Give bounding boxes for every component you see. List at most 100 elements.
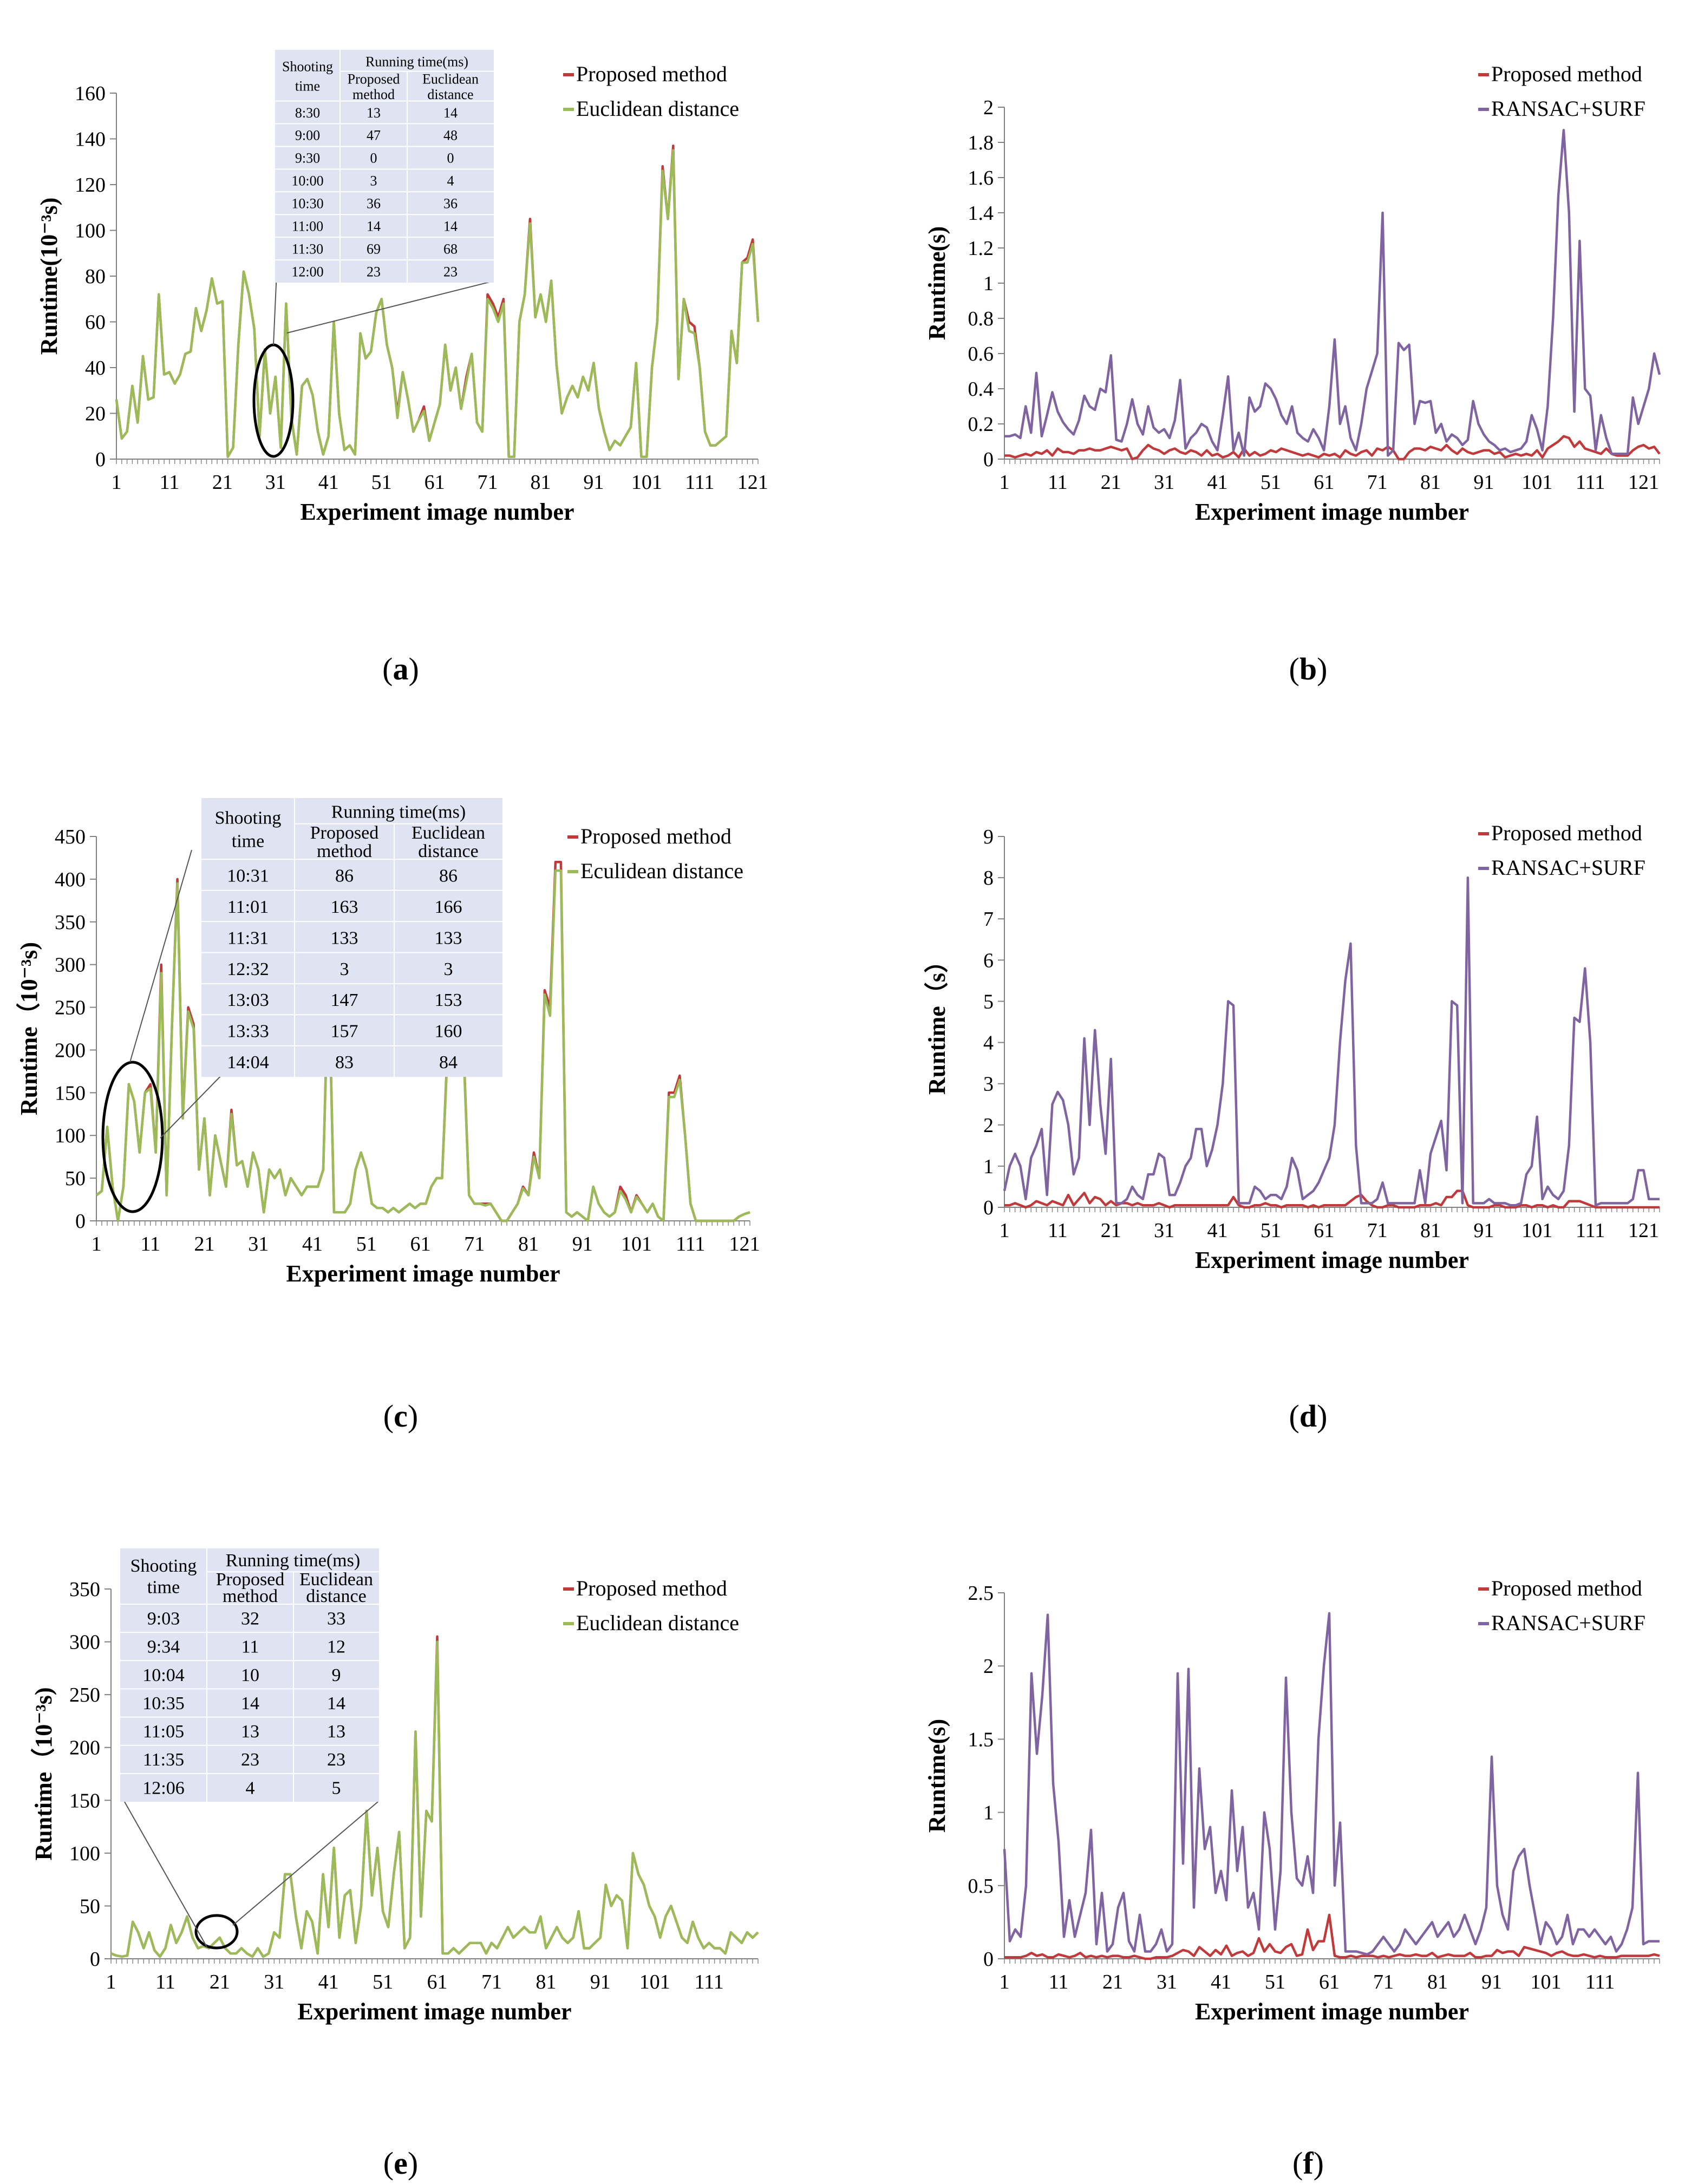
legend-label: Eculidean distance [580,859,743,883]
y-tick-label: 400 [55,868,86,891]
x-tick-label: 21 [1101,471,1121,494]
x-tick-label: 111 [695,1971,724,1993]
table-cell-time: 11:05 [143,1722,184,1742]
legend-label: Proposed method [1491,62,1642,86]
x-tick-label: 61 [1314,1219,1334,1242]
paren-open: ( [382,651,393,686]
table-header-time: time [232,832,264,852]
y-tick-label: 4 [983,1032,994,1055]
x-tick-label: 21 [1102,1971,1123,1993]
x-tick-label: 121 [1628,471,1659,494]
x-tick-label: 51 [1261,1219,1281,1242]
table-cell-proposed: 11 [241,1637,259,1657]
y-tick-label: 80 [85,265,106,288]
table-cell-euclidean: 14 [443,105,458,121]
x-tick-label: 61 [427,1971,448,1993]
table-cell-time: 9:03 [147,1609,180,1629]
table-cell-time: 10:04 [142,1665,184,1685]
table-cell-euclidean: 0 [447,151,454,166]
x-axis-title: Experiment image number [1195,1247,1469,1273]
x-tick-label: 31 [265,471,286,494]
y-tick-label: 0.5 [968,1875,994,1898]
paren-open: ( [1289,1398,1299,1434]
table-cell-proposed: 157 [331,1022,358,1042]
x-tick-label: 61 [1314,471,1334,494]
y-axis-title: Runtime(s) [924,1719,950,1833]
x-tick-label: 111 [1576,471,1605,494]
table-header-euclidean: Euclidean [299,1570,373,1590]
y-tick-label: 3 [983,1073,994,1096]
table-cell-euclidean: 166 [435,897,462,917]
x-tick-label: 1 [106,1971,116,1993]
x-tick-label: 71 [1367,471,1388,494]
table-header-group: Running time(ms) [331,802,466,822]
table-header-method: method [223,1586,278,1606]
legend-label: Proposed method [1491,1576,1642,1600]
y-tick-label: 350 [69,1578,100,1601]
x-tick-label: 71 [464,1233,485,1256]
x-tick-label: 11 [140,1233,160,1256]
table-cell-proposed: 14 [241,1693,259,1714]
y-tick-label: 300 [69,1631,100,1654]
y-tick-label: 20 [85,403,106,426]
paren-close: ) [1317,1398,1327,1434]
paren-close: ) [1314,2146,1324,2181]
panel-label: (a) [382,651,419,686]
table-cell-proposed: 3 [370,173,377,189]
y-tick-label: 140 [75,128,106,151]
x-tick-label: 1 [1000,1219,1010,1242]
x-tick-label: 81 [1420,471,1441,494]
paren-open: ( [383,2146,394,2181]
table-header-method: method [317,841,372,861]
y-tick-label: 100 [75,220,106,243]
series-line-proposed-method [1004,1189,1660,1209]
table-cell-euclidean: 12 [327,1637,345,1657]
callout-line [286,281,492,334]
table-cell-time: 8:30 [295,105,320,121]
x-tick-label: 81 [530,471,551,494]
inset-table: Shooting time Running time(ms) Proposedmeth… [275,50,494,283]
table-cell-euclidean: 4 [447,173,454,189]
table-header-proposed: Proposed [348,71,400,87]
callout-line [129,849,192,1063]
x-tick-label: 1 [92,1233,102,1256]
series-line-proposed-method [1004,435,1661,461]
x-tick-label: 61 [1319,1971,1340,1993]
x-tick-label: 41 [302,1233,323,1256]
x-tick-label: 81 [1427,1971,1448,1993]
y-tick-label: 40 [85,357,106,380]
y-tick-label: 1 [983,1155,994,1178]
panel-label: (f) [1292,2146,1324,2181]
table-cell-proposed: 23 [241,1750,259,1770]
x-tick-label: 71 [478,471,498,494]
y-axis-title: Runtime（10⁻³s) [16,942,42,1115]
x-tick-label: 21 [212,471,233,494]
y-tick-label: 9 [983,826,994,848]
x-tick-label: 51 [1261,471,1281,494]
x-tick-label: 31 [1157,1971,1177,1993]
table-cell-proposed: 86 [335,866,354,886]
table-cell-proposed: 36 [367,195,381,211]
table-cell-time: 10:00 [291,173,323,189]
series-line-ransac-surf [1004,129,1661,457]
y-tick-label: 0 [983,1948,994,1971]
series-line-ransac-surf [1003,1612,1660,1956]
x-tick-label: 111 [1576,1219,1605,1242]
legend-label: RANSAC+SURF [1491,855,1645,880]
x-tick-label: 91 [590,1971,611,1993]
x-tick-label: 11 [155,1971,175,1993]
table-cell-time: 11:00 [292,218,323,234]
table-cell-euclidean: 86 [439,866,458,886]
y-tick-label: 150 [69,1789,100,1812]
table-cell-proposed: 32 [241,1609,259,1629]
x-tick-label: 121 [737,471,768,494]
panel-letter: c [394,1398,408,1434]
table-header-euclidean: Euclidean [412,823,485,843]
x-tick-label: 91 [1473,1219,1494,1242]
x-tick-label: 91 [1481,1971,1502,1993]
x-tick-label: 41 [318,471,339,494]
legend-label: Euclidean distance [576,1611,739,1635]
x-axis-title: Experiment image number [1195,499,1469,525]
series-line-eculidean-distance [95,869,750,1222]
